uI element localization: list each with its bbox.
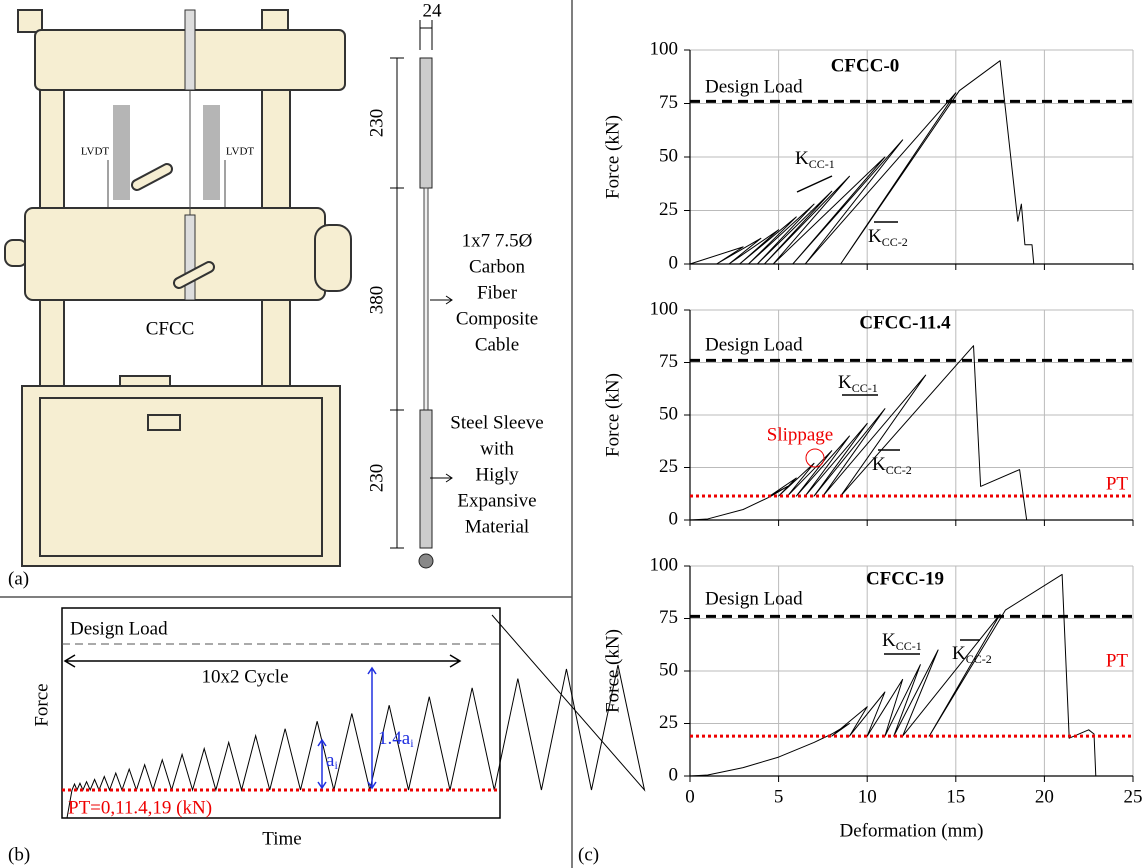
cable-description: Composite bbox=[456, 308, 538, 329]
sleeve-description: with bbox=[480, 438, 514, 459]
dimension-label: 24 bbox=[423, 0, 443, 21]
test-machine bbox=[4, 9, 352, 567]
cable-description: Cable bbox=[475, 334, 519, 355]
y-tick-label: 50 bbox=[659, 403, 678, 424]
y-axis-label: Force bbox=[31, 683, 52, 726]
force-deformation-curve bbox=[689, 573, 1097, 777]
y-tick-label: 50 bbox=[659, 145, 678, 166]
stiffness-label: KCC-2 bbox=[868, 226, 908, 248]
force-deformation-curve bbox=[689, 60, 1035, 265]
force-deformation-curve bbox=[689, 345, 1028, 521]
y-tick-label: 100 bbox=[650, 298, 679, 319]
y-tick-label: 100 bbox=[650, 554, 679, 575]
x-tick-label: 15 bbox=[946, 786, 965, 807]
cable-description: 1x7 7.5Ø bbox=[462, 230, 533, 251]
dimension-label: 230 bbox=[366, 109, 387, 138]
panel-label: (b) bbox=[8, 844, 30, 865]
stiffness-sub: CC-2 bbox=[966, 652, 992, 666]
y-tick-label: 25 bbox=[659, 456, 678, 477]
x-tick-label: 0 bbox=[685, 786, 695, 807]
amplitude-base: 1.4a bbox=[378, 728, 411, 749]
sleeve-description: Expansive bbox=[457, 490, 536, 511]
slippage-label: Slippage bbox=[767, 424, 834, 445]
lvdt-label: LVDT bbox=[226, 146, 255, 158]
y-tick-label: 0 bbox=[669, 508, 679, 529]
y-tick-label: 75 bbox=[659, 92, 678, 113]
stiffness-sub: CC-1 bbox=[809, 157, 835, 171]
amplitude-arrow bbox=[367, 666, 377, 790]
y-tick-label: 75 bbox=[659, 351, 678, 372]
design-load-label: Design Load bbox=[70, 618, 168, 639]
sleeve-description: Steel Sleeve bbox=[450, 412, 543, 433]
stiffness-sub: CC-1 bbox=[896, 639, 922, 653]
stiffness-label: KCC-1 bbox=[795, 148, 835, 170]
cable-description: Carbon bbox=[469, 256, 525, 277]
y-tick-label: 0 bbox=[669, 252, 679, 273]
y-tick-label: 25 bbox=[659, 712, 678, 733]
cable-description: Fiber bbox=[477, 282, 518, 303]
y-tick-label: 50 bbox=[659, 659, 678, 680]
design-load-label: Design Load bbox=[705, 76, 803, 97]
y-tick-label: 0 bbox=[669, 764, 679, 785]
stiffness-base: K bbox=[952, 643, 966, 664]
sleeve-description: Material bbox=[465, 516, 529, 537]
y-axis-label: Force (kN) bbox=[602, 373, 623, 457]
panel-label: (c) bbox=[578, 844, 599, 865]
x-axis-label: Time bbox=[262, 828, 301, 849]
stiffness-base: K bbox=[882, 630, 896, 651]
amplitude-label: 1.4ai bbox=[378, 728, 414, 749]
pt-label: PT bbox=[1106, 473, 1129, 494]
y-axis-label: Force (kN) bbox=[602, 115, 623, 199]
pt-label: PT bbox=[1106, 650, 1129, 671]
x-tick-label: 25 bbox=[1124, 786, 1143, 807]
pt-label: PT=0,11.4,19 (kN) bbox=[68, 797, 212, 818]
y-tick-label: 25 bbox=[659, 199, 678, 220]
stiffness-base: K bbox=[868, 226, 882, 247]
amplitude-sub: i bbox=[410, 736, 414, 750]
stiffness-label: KCC-2 bbox=[872, 454, 912, 476]
chart-title: CFCC-19 bbox=[866, 568, 944, 589]
x-tick-label: 20 bbox=[1035, 786, 1054, 807]
amplitude-arrow bbox=[317, 738, 327, 790]
dimension-label: 230 bbox=[366, 464, 387, 493]
lvdt-label: LVDT bbox=[81, 146, 110, 158]
stiffness-sub: CC-1 bbox=[852, 381, 878, 395]
cycle-label: 10x2 Cycle bbox=[201, 666, 288, 687]
cycle-arrow bbox=[63, 654, 462, 668]
design-load-label: Design Load bbox=[705, 334, 803, 355]
stiffness-base: K bbox=[795, 148, 809, 169]
y-axis-label: Force (kN) bbox=[602, 629, 623, 713]
dimension-label: 380 bbox=[366, 286, 387, 315]
stiffness-sub: CC-2 bbox=[882, 235, 908, 249]
x-axis-label: Deformation (mm) bbox=[839, 820, 983, 841]
stiffness-label: KCC-1 bbox=[882, 630, 922, 652]
protocol-frame bbox=[61, 607, 501, 819]
specimen-label: CFCC bbox=[146, 318, 195, 339]
chart-title: CFCC-0 bbox=[831, 55, 900, 76]
stiffness-marker bbox=[796, 175, 833, 193]
specimen-drawing bbox=[390, 20, 453, 569]
slippage-marker bbox=[805, 448, 825, 468]
loading-protocol bbox=[66, 614, 646, 819]
stiffness-label: KCC-1 bbox=[838, 372, 878, 394]
amplitude-label: ai bbox=[326, 750, 338, 771]
stiffness-base: K bbox=[838, 372, 852, 393]
x-tick-label: 10 bbox=[858, 786, 877, 807]
y-tick-label: 100 bbox=[650, 38, 679, 59]
stiffness-base: K bbox=[872, 454, 886, 475]
stiffness-label: KCC-2 bbox=[952, 643, 992, 665]
x-tick-label: 5 bbox=[774, 786, 784, 807]
y-tick-label: 75 bbox=[659, 607, 678, 628]
design-load-label: Design Load bbox=[705, 588, 803, 609]
sleeve-description: Higly bbox=[475, 464, 519, 485]
amplitude-sub: i bbox=[334, 758, 338, 772]
amplitude-base: a bbox=[326, 750, 335, 771]
chart-title: CFCC-11.4 bbox=[859, 312, 951, 333]
panel-label: (a) bbox=[8, 568, 29, 589]
stiffness-sub: CC-2 bbox=[886, 463, 912, 477]
